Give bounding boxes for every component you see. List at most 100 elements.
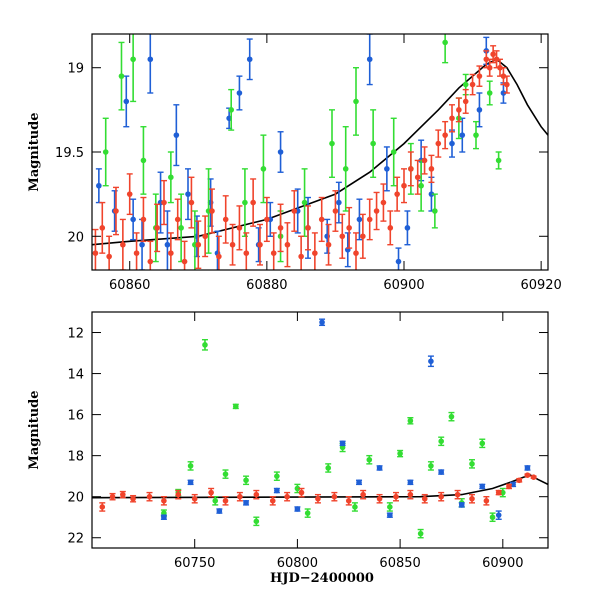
bottom-red-point xyxy=(495,489,502,496)
bottom-x-tick-label: 60900 xyxy=(482,556,523,571)
bottom-y-tick-label: 20 xyxy=(67,491,84,506)
bottom-red-point xyxy=(284,493,290,500)
top-red-point xyxy=(469,81,476,88)
top-blue-point xyxy=(236,90,243,96)
bottom-x-tick-label: 60800 xyxy=(277,556,318,571)
bottom-x-axis-label: HJD−2400000 xyxy=(270,571,374,586)
top-blue-point xyxy=(500,90,507,96)
top-blue-point xyxy=(139,241,145,248)
top-green-point xyxy=(260,166,267,172)
top-red-point xyxy=(284,241,291,248)
top-red-point xyxy=(305,225,311,231)
top-y-tick-label: 19 xyxy=(67,62,84,77)
top-red-point xyxy=(373,208,380,214)
bottom-green-point xyxy=(243,477,249,484)
top-red-point xyxy=(339,233,346,240)
top-blue-point xyxy=(147,56,154,63)
top-red-point xyxy=(493,56,500,63)
top-red-point xyxy=(99,225,106,231)
top-red-point xyxy=(229,241,236,248)
bottom-x-tick-label: 60850 xyxy=(379,556,420,571)
bottom-green-point xyxy=(366,456,373,463)
top-red-point xyxy=(147,258,154,265)
bottom-blue-point xyxy=(428,358,434,365)
bottom-green-point xyxy=(352,504,358,510)
bottom-blue-point xyxy=(458,502,465,508)
bottom-y-tick-label: 18 xyxy=(67,450,84,465)
top-red-point xyxy=(106,253,112,260)
top-blue-point xyxy=(185,191,191,197)
top-panel: 60860 60880 60900 60920 19 19.5 20 Magnitude xyxy=(27,33,562,293)
top-blue-point xyxy=(164,241,171,248)
top-x-tick-label: 60880 xyxy=(246,278,287,293)
bottom-red-point xyxy=(469,495,475,502)
top-blue-point xyxy=(246,56,253,63)
bottom-red-point xyxy=(253,491,260,498)
bottom-red-point xyxy=(208,489,214,496)
top-blue-point xyxy=(384,166,390,172)
top-red-point xyxy=(366,216,373,223)
top-red-point xyxy=(408,166,414,172)
top-red-point xyxy=(449,115,455,122)
bottom-red-point xyxy=(222,498,229,504)
top-green-point xyxy=(486,90,493,96)
top-red-point xyxy=(168,250,174,256)
top-green-point xyxy=(301,199,308,206)
top-red-point xyxy=(209,208,215,214)
bottom-blue-point xyxy=(243,500,249,506)
bottom-blue-point xyxy=(339,440,346,447)
top-red-point xyxy=(133,250,140,256)
bottom-red-point xyxy=(530,474,537,481)
bottom-blue-point xyxy=(187,479,194,486)
top-red-point xyxy=(353,250,359,256)
bottom-green-point xyxy=(397,450,403,457)
top-y-tick-label: 19.5 xyxy=(55,146,84,161)
top-red-point xyxy=(257,241,263,248)
bottom-blue-point xyxy=(387,512,393,518)
top-red-point xyxy=(500,73,507,79)
bottom-y-tick-label: 12 xyxy=(67,327,84,342)
top-green-point xyxy=(168,174,174,181)
bottom-green-point xyxy=(294,485,301,492)
top-model-curve xyxy=(92,58,548,246)
bottom-red-point xyxy=(393,493,399,500)
bottom-red-point xyxy=(506,483,512,490)
top-green-point xyxy=(130,56,136,63)
bottom-green-point xyxy=(325,465,332,471)
bottom-red-point xyxy=(161,498,167,504)
bottom-blue-point xyxy=(479,483,486,490)
bottom-green-point xyxy=(407,417,414,424)
top-red-point xyxy=(394,191,400,197)
bottom-green-point xyxy=(438,438,444,445)
top-plot-area xyxy=(92,34,548,270)
bottom-green-point xyxy=(387,504,393,510)
top-blue-point xyxy=(449,140,455,147)
bottom-red-point xyxy=(331,493,338,500)
bottom-red-point xyxy=(315,495,321,502)
top-red-point xyxy=(421,157,428,164)
bottom-blue-point xyxy=(161,514,167,521)
top-red-point xyxy=(188,199,195,206)
bottom-red-point xyxy=(438,493,444,500)
bottom-red-point xyxy=(99,504,106,510)
bottom-green-point xyxy=(479,440,486,447)
bottom-blue-point xyxy=(356,479,362,486)
top-red-point xyxy=(312,250,318,256)
top-red-point xyxy=(414,174,421,181)
bottom-red-point xyxy=(407,491,414,498)
bottom-y-tick-label: 16 xyxy=(67,409,84,424)
bottom-y-axis-label: Magnitude xyxy=(27,390,42,469)
top-red-point xyxy=(181,258,188,265)
bottom-green-point xyxy=(304,510,311,516)
top-red-point xyxy=(120,241,126,248)
top-red-point xyxy=(346,225,352,231)
top-red-point xyxy=(497,64,503,71)
bottom-red-point xyxy=(298,489,305,496)
top-red-point xyxy=(490,51,496,58)
top-blue-point xyxy=(356,216,363,223)
bottom-red-point xyxy=(454,491,461,498)
bottom-x-tick-label: 60750 xyxy=(174,556,215,571)
top-y-tick-label: 20 xyxy=(67,230,84,245)
bottom-blue-point xyxy=(294,506,301,512)
top-x-tick-label: 60900 xyxy=(383,278,424,293)
